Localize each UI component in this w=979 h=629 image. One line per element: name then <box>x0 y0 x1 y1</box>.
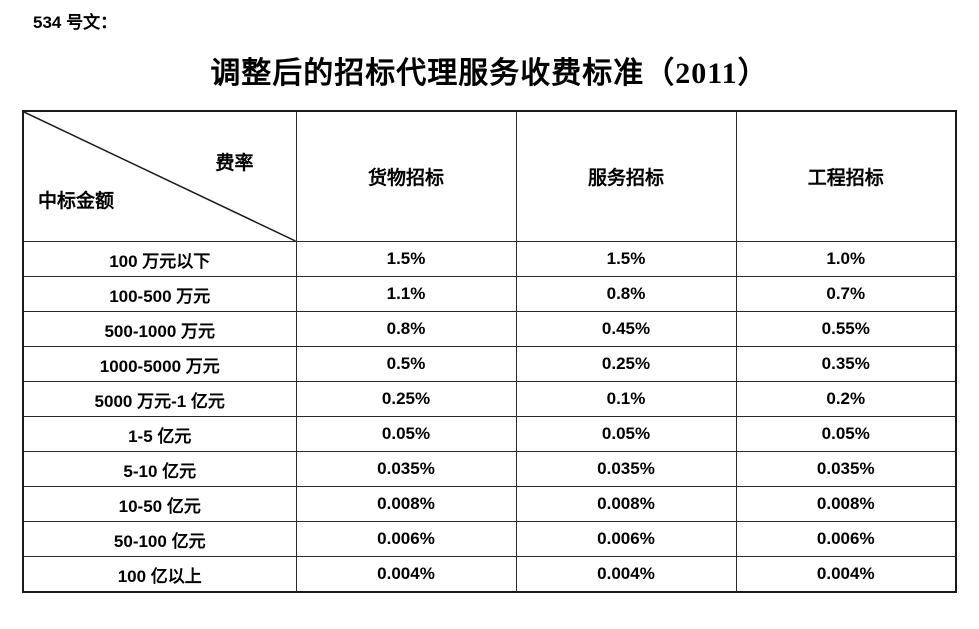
row-label: 100 万元以下 <box>22 241 297 277</box>
fee-value-cell: 0.004% <box>295 556 517 593</box>
table-row: 100 万元以下 1.5% 1.5% 1.0% <box>22 241 957 277</box>
diagonal-line <box>24 112 296 241</box>
row-label: 100-500 万元 <box>22 276 297 312</box>
fee-value-cell: 0.008% <box>735 486 957 522</box>
corner-label-rate: 费率 <box>215 153 254 174</box>
fee-value-cell: 0.006% <box>295 521 517 557</box>
corner-label-bid-amount: 中标金额 <box>38 191 115 212</box>
column-header-services: 服务招标 <box>515 110 737 242</box>
row-label: 500-1000 万元 <box>22 311 297 347</box>
doc-ref: 534 号文： <box>33 13 118 32</box>
fee-value-cell: 0.035% <box>295 451 517 487</box>
table-row: 5000 万元-1 亿元 0.25% 0.1% 0.2% <box>22 381 957 417</box>
fee-value-cell: 0.006% <box>735 521 957 557</box>
row-label: 100 亿以上 <box>22 556 297 593</box>
fee-value-cell: 0.035% <box>735 451 957 487</box>
fee-value-cell: 0.25% <box>295 381 517 417</box>
fee-value-cell: 1.5% <box>295 241 517 277</box>
header-row: 费率 中标金额 货物招标 服务招标 工程招标 <box>22 110 957 242</box>
fee-value-cell: 0.55% <box>735 311 957 347</box>
fee-value-cell: 0.45% <box>515 311 737 347</box>
fee-value-cell: 0.006% <box>515 521 737 557</box>
fee-value-cell: 0.7% <box>735 276 957 312</box>
table-body: 100 万元以下 1.5% 1.5% 1.0% 100-500 万元 1.1% 0.8% 0.… <box>22 241 957 593</box>
fee-value-cell: 0.8% <box>515 276 737 312</box>
table-row: 100 亿以上 0.004% 0.004% 0.004% <box>22 556 957 593</box>
row-label: 50-100 亿元 <box>22 521 297 557</box>
corner-cell: 费率 中标金额 <box>22 110 297 242</box>
fee-value-cell: 1.5% <box>515 241 737 277</box>
fee-value-cell: 1.1% <box>295 276 517 312</box>
table-row: 1000-5000 万元 0.5% 0.25% 0.35% <box>22 346 957 382</box>
table-row: 10-50 亿元 0.008% 0.008% 0.008% <box>22 486 957 522</box>
fee-value-cell: 0.35% <box>735 346 957 382</box>
fee-value-cell: 0.004% <box>735 556 957 593</box>
fee-value-cell: 0.05% <box>515 416 737 452</box>
column-header-engineering: 工程招标 <box>735 110 957 242</box>
fee-value-cell: 0.5% <box>295 346 517 382</box>
row-label: 10-50 亿元 <box>22 486 297 522</box>
fee-value-cell: 0.1% <box>515 381 737 417</box>
fee-value-cell: 0.05% <box>295 416 517 452</box>
fee-value-cell: 0.8% <box>295 311 517 347</box>
row-label: 1-5 亿元 <box>22 416 297 452</box>
table-row: 50-100 亿元 0.006% 0.006% 0.006% <box>22 521 957 557</box>
fee-value-cell: 1.0% <box>735 241 957 277</box>
page-title: 调整后的招标代理服务收费标准（2011） <box>210 57 769 90</box>
fee-value-cell: 0.05% <box>735 416 957 452</box>
fee-value-cell: 0.008% <box>515 486 737 522</box>
fee-value-cell: 0.2% <box>735 381 957 417</box>
fee-value-cell: 0.035% <box>515 451 737 487</box>
table-row: 100-500 万元 1.1% 0.8% 0.7% <box>22 276 957 312</box>
fee-value-cell: 0.004% <box>515 556 737 593</box>
fee-table: 费率 中标金额 货物招标 服务招标 工程招标 100 万元以下 1.5% 1.5% 1… <box>22 110 957 593</box>
table-row: 5-10 亿元 0.035% 0.035% 0.035% <box>22 451 957 487</box>
row-label: 5000 万元-1 亿元 <box>22 381 297 417</box>
fee-value-cell: 0.25% <box>515 346 737 382</box>
column-header-goods: 货物招标 <box>295 110 517 242</box>
fee-value-cell: 0.008% <box>295 486 517 522</box>
row-label: 1000-5000 万元 <box>22 346 297 382</box>
table-row: 1-5 亿元 0.05% 0.05% 0.05% <box>22 416 957 452</box>
table-row: 500-1000 万元 0.8% 0.45% 0.55% <box>22 311 957 347</box>
row-label: 5-10 亿元 <box>22 451 297 487</box>
